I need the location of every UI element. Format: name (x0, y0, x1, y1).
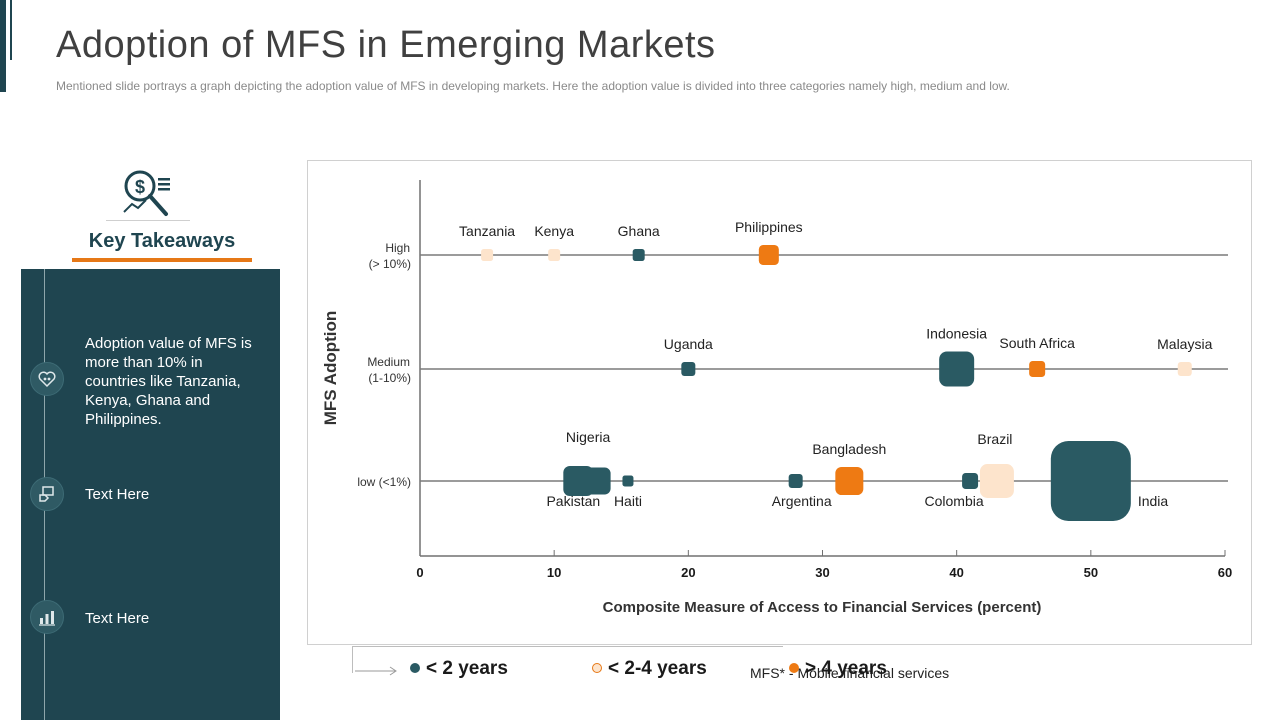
x-tick-label: 60 (1218, 565, 1232, 580)
dollar-magnifier-icon: $ (120, 168, 176, 220)
data-point-south-africa (1029, 361, 1046, 377)
takeaways-title: Key Takeaways (88, 230, 236, 252)
x-tick-label: 50 (1084, 565, 1098, 580)
y-axis-title: MFS Adoption (321, 311, 340, 426)
data-point-malaysia (1177, 362, 1192, 376)
level-label-medium: Medium (367, 355, 410, 369)
level-label-high: High (385, 241, 410, 255)
svg-text:$: $ (135, 177, 145, 197)
legend-arrow-icon (355, 666, 397, 676)
data-label-uganda: Uganda (664, 336, 713, 352)
legend-dot-orange (789, 663, 799, 673)
takeaway-text-1: Adoption value of MFS is more than 10% i… (85, 335, 252, 428)
hand-card-icon (30, 477, 64, 511)
x-tick-label: 40 (949, 565, 963, 580)
data-label-ghana: Ghana (618, 223, 660, 239)
chart-frame (307, 160, 1252, 645)
x-tick-label: 0 (416, 565, 423, 580)
takeaway-text-3: Text Here (85, 610, 150, 627)
takeaway-text-2: Text Here (85, 486, 150, 503)
accent-bar (0, 0, 6, 92)
data-label-tanzania: Tanzania (459, 223, 515, 239)
legend-dot-dark (410, 663, 420, 673)
legend-frame (352, 646, 783, 673)
x-tick-label: 30 (815, 565, 829, 580)
legend-label-orange: > 4 years (805, 658, 887, 679)
data-point-indonesia (939, 351, 975, 387)
data-point-ghana (632, 249, 645, 261)
legend-label-light: < 2-4 years (608, 658, 707, 679)
data-label-kenya: Kenya (534, 223, 574, 239)
page-title: Adoption of MFS in Emerging Markets (56, 24, 716, 66)
heart-people-icon (30, 362, 64, 396)
data-point-brazil (979, 464, 1014, 498)
bar-chart-icon (30, 600, 64, 634)
data-point-bangladesh (835, 467, 864, 495)
data-point-colombia (962, 473, 979, 489)
data-point-india (1050, 441, 1131, 521)
level-label-low: low (<1%) (357, 475, 411, 489)
data-label-nigeria: Nigeria (566, 429, 611, 445)
data-label-philippines: Philippines (735, 219, 803, 235)
page-subtitle: Mentioned slide portrays a graph depicti… (56, 79, 1010, 93)
data-label-bangladesh: Bangladesh (812, 441, 886, 457)
accent-bar-thin (10, 0, 12, 60)
data-point-philippines (758, 245, 779, 265)
data-point-kenya (548, 249, 561, 261)
takeaways-panel (21, 269, 280, 720)
x-axis-title: Composite Measure of Access to Financial… (603, 599, 1042, 616)
data-point-argentina (788, 474, 803, 488)
data-point-nigeria (583, 467, 611, 495)
x-tick-label: 20 (681, 565, 695, 580)
data-label-malaysia: Malaysia (1157, 336, 1212, 352)
data-label-argentina: Argentina (772, 493, 832, 509)
data-label-colombia: Colombia (925, 493, 984, 509)
footnote: MFS* - Mobile financial services (750, 665, 950, 681)
data-label-indonesia: Indonesia (926, 326, 987, 342)
data-label-haiti: Haiti (614, 493, 642, 509)
x-tick-label: 10 (547, 565, 561, 580)
level-sublabel-high: (> 10%) (369, 257, 411, 271)
data-point-tanzania (481, 249, 494, 261)
data-point-uganda (681, 362, 696, 376)
legend-label-dark: < 2 years (426, 658, 508, 679)
data-label-pakistan: Pakistan (546, 493, 600, 509)
data-label-south-africa: South Africa (999, 335, 1075, 351)
legend-dot-light (592, 663, 602, 673)
level-sublabel-medium: (1-10%) (368, 371, 411, 385)
data-label-brazil: Brazil (977, 431, 1012, 447)
takeaways-divider (106, 220, 190, 221)
data-point-haiti (622, 475, 634, 487)
data-label-india: India (1138, 493, 1169, 509)
takeaways-underline (72, 258, 252, 262)
